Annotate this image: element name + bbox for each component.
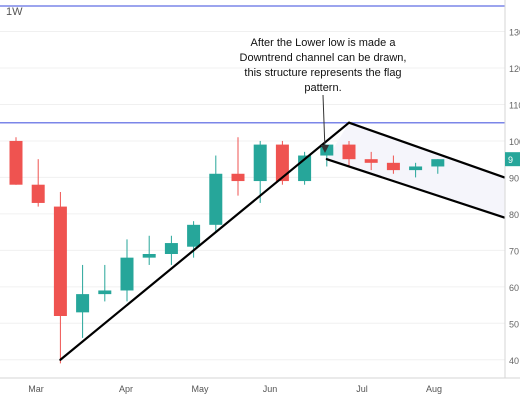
candle-body bbox=[231, 173, 245, 182]
y-tick-label: 110 bbox=[509, 100, 520, 110]
candle-body bbox=[53, 206, 67, 316]
candle-body bbox=[31, 184, 45, 203]
candle-body bbox=[409, 166, 423, 171]
y-tick-label: 100 bbox=[509, 137, 520, 147]
candles-layer bbox=[9, 137, 445, 364]
candle-body bbox=[76, 294, 90, 313]
x-tick-label: Jul bbox=[356, 384, 368, 394]
horizontal-levels bbox=[0, 5, 505, 124]
trendlines-layer bbox=[59, 94, 506, 361]
trendline-impulse bbox=[59, 121, 351, 361]
trendline-channel-lower bbox=[325, 158, 506, 219]
y-tick-label: 120 bbox=[509, 64, 520, 74]
annotation-text: After the Lower low is made a Downtrend … bbox=[239, 37, 407, 94]
timeframe-label[interactable]: 1W bbox=[6, 6, 23, 18]
price-tag-label: 9 bbox=[508, 155, 513, 165]
y-tick-label: 70 bbox=[509, 246, 519, 256]
y-tick-label: 60 bbox=[509, 283, 519, 293]
candle-body bbox=[364, 159, 378, 163]
candle-body bbox=[320, 144, 334, 156]
candle-body bbox=[253, 144, 267, 182]
y-tick-label: 50 bbox=[509, 319, 519, 329]
x-tick-label: Mar bbox=[28, 384, 44, 394]
price-tag bbox=[505, 152, 520, 167]
candle-body bbox=[209, 173, 223, 225]
candle-body bbox=[431, 159, 445, 167]
candle-body bbox=[120, 257, 134, 291]
candle-body bbox=[164, 243, 178, 254]
x-tick-label: Aug bbox=[426, 384, 442, 394]
x-tick-label: Jun bbox=[263, 384, 278, 394]
candle-body bbox=[187, 224, 201, 247]
y-tick-label: 130 bbox=[509, 28, 520, 38]
x-tick-label: Apr bbox=[119, 384, 133, 394]
annotation-arrow-line bbox=[322, 94, 326, 151]
candle-body bbox=[342, 144, 356, 160]
candle-body bbox=[142, 254, 156, 258]
y-tick-label: 40 bbox=[509, 356, 519, 366]
x-tick-label: May bbox=[191, 384, 209, 394]
candle-body bbox=[9, 140, 23, 185]
candle-body bbox=[386, 162, 400, 171]
y-tick-label: 80 bbox=[509, 210, 519, 220]
candle-body bbox=[98, 290, 112, 295]
candle-body bbox=[275, 144, 289, 182]
trendline-channel-upper bbox=[347, 121, 506, 179]
annotation-arrow-head bbox=[321, 145, 329, 153]
y-tick-label: 90 bbox=[509, 173, 519, 183]
grid-layer bbox=[0, 31, 505, 361]
